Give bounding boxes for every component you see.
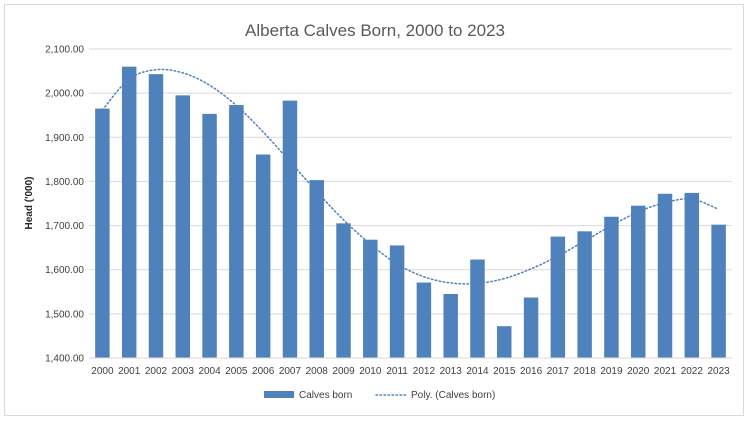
x-tick-label-2012: 2012 — [413, 366, 436, 377]
bar-2000 — [95, 108, 110, 358]
bar-2009 — [336, 223, 351, 358]
y-tick-label: 2,000.00 — [45, 89, 84, 100]
y-tick-label: 1,500.00 — [45, 309, 84, 320]
y-axis-label: Head ('000) — [24, 177, 35, 230]
x-tick-label-2016: 2016 — [520, 366, 543, 377]
x-tick-label-2014: 2014 — [466, 366, 489, 377]
x-tick-label-2020: 2020 — [627, 366, 650, 377]
y-tick-label: 2,100.00 — [45, 45, 84, 56]
chart-frame: Alberta Calves Born, 2000 to 2023 1,400.… — [4, 4, 744, 416]
trendline-path — [101, 68, 720, 285]
x-tick-label-2019: 2019 — [600, 366, 623, 377]
bar-2011 — [389, 245, 405, 358]
x-tick-label-2017: 2017 — [547, 366, 570, 377]
bar-2014 — [470, 259, 485, 358]
x-tick-label-2006: 2006 — [252, 366, 275, 377]
bar-2023 — [711, 224, 726, 358]
bar-2010 — [363, 239, 378, 358]
x-tick-label-2008: 2008 — [306, 366, 329, 377]
x-tick-label-2002: 2002 — [145, 366, 168, 377]
bar-series — [95, 66, 726, 359]
x-tick-label-2010: 2010 — [359, 366, 382, 377]
x-tick-label-2007: 2007 — [279, 366, 302, 377]
x-tick-label-2011: 2011 — [386, 366, 408, 377]
y-tick-label: 1,900.00 — [45, 133, 84, 144]
bar-2021 — [657, 193, 673, 358]
x-tick-label-2003: 2003 — [172, 366, 195, 377]
gridlines — [89, 48, 732, 315]
x-tick-label-2023: 2023 — [707, 366, 730, 377]
legend-label-trendline: Poly. (Calves born) — [411, 390, 495, 401]
x-tick-label-2009: 2009 — [332, 366, 355, 377]
y-tick-label: 1,800.00 — [45, 177, 84, 188]
y-tick-label: 1,600.00 — [45, 265, 84, 276]
x-tick-label-2018: 2018 — [574, 366, 597, 377]
y-axis-ticks: 1,400.00 1,500.00 1,600.00 1,700.00 1,800.00… — [45, 45, 84, 365]
bar-2015 — [497, 326, 512, 358]
bar-2004 — [202, 113, 217, 358]
bar-2022 — [684, 192, 700, 358]
x-tick-label-2015: 2015 — [493, 366, 516, 377]
y-tick-label: 1,700.00 — [45, 221, 84, 232]
bar-2012 — [416, 282, 432, 358]
legend-swatch-calves-born — [264, 391, 294, 398]
bar-2019 — [604, 216, 619, 358]
x-tick-label-2004: 2004 — [198, 366, 221, 377]
x-tick-label-2005: 2005 — [225, 366, 248, 377]
bar-2016 — [523, 297, 539, 358]
x-tick-label-2000: 2000 — [91, 366, 114, 377]
legend-label-calves-born: Calves born — [299, 390, 352, 401]
bar-2017 — [550, 236, 566, 358]
x-tick-label-2001: 2001 — [118, 366, 141, 377]
legend: Calves born Poly. (Calves born) — [264, 390, 495, 401]
bar-2008 — [309, 180, 324, 358]
bar-2005 — [229, 105, 244, 358]
x-tick-label-2022: 2022 — [681, 366, 704, 377]
bar-2001 — [121, 66, 137, 359]
x-axis-ticks: 2000 2001 2002 2003 2004 2005 2006 2007 2008 2009… — [91, 366, 730, 377]
chart-title: Alberta Calves Born, 2000 to 2023 — [245, 21, 505, 40]
bar-2003 — [175, 95, 191, 358]
chart-svg: Alberta Calves Born, 2000 to 2023 1,400.… — [24, 21, 732, 401]
y-tick-label: 1,400.00 — [45, 354, 84, 365]
x-tick-label-2013: 2013 — [440, 366, 463, 377]
bar-2013 — [443, 293, 458, 358]
bar-2020 — [630, 205, 646, 358]
x-tick-label-2021: 2021 — [654, 366, 677, 377]
bar-2018 — [577, 231, 592, 358]
bar-2007 — [282, 100, 298, 358]
bar-2002 — [148, 74, 164, 358]
bar-2006 — [255, 154, 271, 358]
